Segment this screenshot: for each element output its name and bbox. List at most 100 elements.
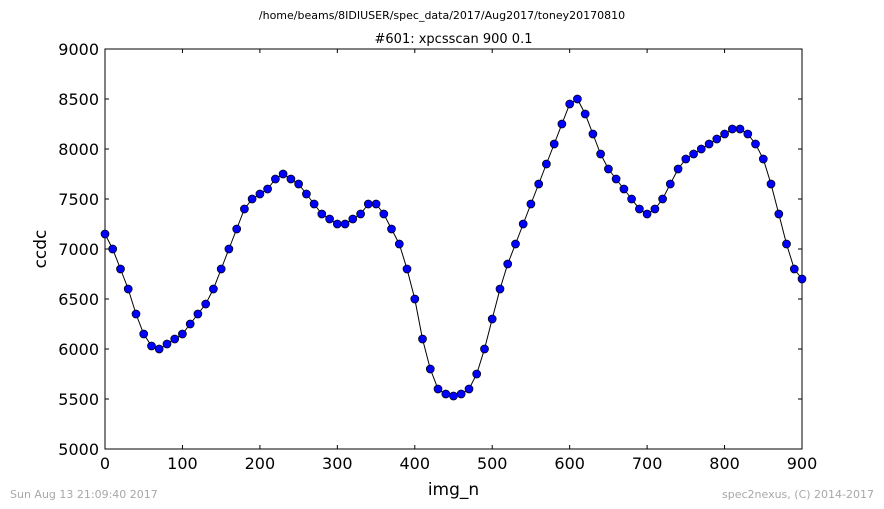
footer-timestamp: Sun Aug 13 21:09:40 2017	[10, 488, 158, 501]
data-point	[139, 329, 149, 339]
y-tick-label: 8000	[58, 140, 99, 159]
data-point	[635, 204, 644, 214]
data-point	[774, 209, 784, 219]
data-point	[216, 264, 226, 274]
data-point	[363, 199, 373, 209]
data-point	[743, 129, 753, 139]
data-point	[627, 194, 636, 204]
data-point	[557, 119, 567, 129]
data-point	[178, 329, 187, 339]
data-point	[402, 264, 412, 274]
data-point	[464, 384, 474, 394]
plot-area	[100, 48, 807, 450]
data-point	[751, 139, 760, 149]
data-point	[573, 94, 582, 104]
data-point	[689, 149, 698, 159]
data-point	[100, 229, 110, 239]
data-point	[309, 199, 319, 209]
x-tick-label: 100	[167, 454, 198, 473]
data-point	[379, 209, 389, 219]
x-tick-label: 500	[477, 454, 508, 473]
footer-credit: spec2nexus, (C) 2014-2017	[722, 488, 874, 501]
data-point	[720, 129, 729, 139]
data-point	[789, 264, 799, 274]
data-point	[286, 174, 296, 184]
data-point	[487, 314, 497, 324]
x-tick-label: 300	[322, 454, 353, 473]
data-point	[340, 219, 350, 229]
x-tick-label: 200	[245, 454, 276, 473]
data-point	[332, 219, 342, 229]
data-point	[518, 219, 528, 229]
data-point	[263, 184, 272, 194]
data-point	[394, 239, 404, 249]
data-point	[472, 369, 482, 379]
data-point	[116, 264, 125, 274]
y-axis-label: ccdc	[31, 230, 51, 269]
data-point	[410, 294, 420, 304]
data-point	[611, 174, 621, 184]
data-point	[232, 224, 242, 234]
data-point	[549, 139, 559, 149]
data-point	[727, 124, 737, 134]
data-point	[209, 284, 218, 294]
data-point	[224, 244, 234, 254]
data-point	[456, 389, 466, 399]
chart-title: #601: xpcsscan 900 0.1	[375, 32, 533, 47]
data-point	[526, 199, 536, 209]
data-point	[154, 344, 164, 354]
data-point	[782, 239, 791, 249]
data-point	[278, 169, 288, 179]
data-point	[294, 179, 303, 189]
data-point	[565, 99, 575, 109]
data-point	[449, 391, 458, 401]
data-point	[371, 199, 381, 209]
y-axis: 5000 5500 6000 6500 7000 7500 8000 8500 9000	[58, 40, 802, 459]
x-axis: 0 100 200 300 400 500 600 700 800 900	[100, 49, 817, 473]
data-point	[797, 274, 807, 284]
data-point	[201, 299, 211, 309]
data-point	[418, 334, 427, 344]
x-tick-label: 0	[100, 454, 110, 473]
data-point	[604, 164, 613, 174]
data-point	[596, 149, 605, 159]
x-tick-label: 700	[632, 454, 663, 473]
y-tick-label: 8500	[58, 90, 99, 109]
data-point	[511, 239, 520, 249]
data-point	[162, 339, 172, 349]
data-point	[441, 389, 451, 399]
x-tick-label: 600	[554, 454, 585, 473]
data-point	[495, 284, 505, 294]
data-point	[185, 319, 195, 329]
data-point	[712, 134, 722, 144]
plot-frame	[104, 48, 803, 450]
data-point	[271, 174, 280, 184]
data-point	[425, 364, 435, 374]
data-point	[542, 159, 551, 169]
data-point	[658, 194, 667, 204]
x-tick-label: 400	[400, 454, 431, 473]
data-point	[317, 209, 327, 219]
data-point	[247, 194, 257, 204]
data-point	[348, 214, 358, 224]
data-point	[681, 154, 691, 164]
data-point	[255, 189, 265, 199]
data-point	[480, 344, 489, 354]
data-point	[387, 224, 396, 234]
y-tick-label: 7000	[58, 240, 99, 259]
data-point	[356, 209, 365, 219]
data-point	[131, 309, 141, 319]
y-tick-label: 5500	[58, 390, 99, 409]
data-point	[503, 259, 513, 269]
data-point	[619, 184, 629, 194]
figure-suptitle: /home/beams/8IDIUSER/spec_data/2017/Aug2…	[259, 9, 625, 22]
data-point	[642, 209, 652, 219]
data-point	[673, 164, 683, 174]
data-point	[650, 204, 660, 214]
y-tick-label: 9000	[58, 40, 99, 59]
data-point	[170, 334, 180, 344]
data-point	[123, 284, 133, 294]
data-point	[193, 309, 203, 319]
